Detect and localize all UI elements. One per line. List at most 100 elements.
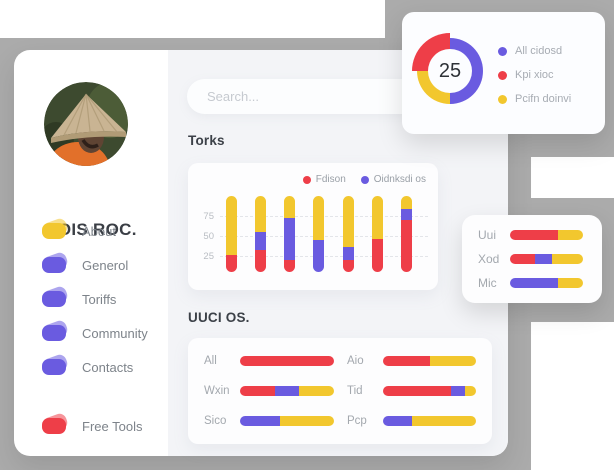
bar-segment-purple xyxy=(313,240,325,272)
sidebar-item-label: About xyxy=(82,223,116,239)
bar-segment-yellow xyxy=(299,386,334,396)
torks-bar xyxy=(284,196,296,272)
mini-row-label: Xod xyxy=(478,252,500,266)
torks-bar xyxy=(342,196,354,272)
uuci-section-title: UUCI OS. xyxy=(188,310,250,325)
sidebar-item-label: Generol xyxy=(82,257,129,273)
legend-dot-icon xyxy=(498,70,507,80)
stacked-bar xyxy=(510,278,583,288)
stacked-bar xyxy=(383,386,476,396)
mini-stats-card: Uui Xod Mic xyxy=(462,215,602,303)
legend-label: Oidnksdi os xyxy=(373,174,426,185)
bar-segment-yellow xyxy=(558,230,583,240)
y-tick-75: 75 xyxy=(203,211,214,222)
uuci-row-label: Pcp xyxy=(347,415,367,427)
bar-segment-yellow xyxy=(429,356,476,366)
mini-stats-rows: Uui Xod Mic xyxy=(462,223,602,295)
stacked-bar xyxy=(383,416,476,426)
stat-row-wxin: Wxin xyxy=(204,376,334,406)
stat-row-mic: Mic xyxy=(462,271,602,295)
bar-segment-yellow xyxy=(411,416,476,426)
torks-bar xyxy=(313,196,325,272)
bar-segment-purple xyxy=(401,208,413,220)
bar-segment-yellow xyxy=(551,254,583,264)
mini-row-label: Mic xyxy=(478,276,497,290)
sidebar-item-about[interactable]: About xyxy=(14,214,168,248)
stat-row-tid: Tid xyxy=(347,376,476,406)
uuci-row-label: All xyxy=(204,355,217,367)
sidebar-item-toriffs[interactable]: Toriffs xyxy=(14,282,168,316)
torks-chart-card: Fdison Oidnksdi os 75 50 25 xyxy=(188,163,438,290)
sidebar-item-community[interactable]: Community xyxy=(14,316,168,350)
mini-row-label: Uui xyxy=(478,228,497,242)
stat-row-xod: Xod xyxy=(462,247,602,271)
bar-segment-red xyxy=(225,255,237,272)
bar-segment-red xyxy=(342,259,354,272)
sidebar-item-contacts[interactable]: Contacts xyxy=(14,350,168,384)
legend-label: Pcifn doinvi xyxy=(515,93,572,105)
uuci-row-label: Tid xyxy=(347,385,363,397)
legend-item: Fdison xyxy=(302,174,346,185)
torks-bar xyxy=(225,196,237,272)
bar-segment-yellow xyxy=(372,196,383,240)
menu-blob-icon xyxy=(41,216,70,241)
donut-legend: All cidosd Kpi xioc Pcifn doinvi xyxy=(498,45,571,105)
legend-dot-icon xyxy=(498,94,507,104)
uuci-left-column: All Wxin Sico xyxy=(204,346,334,436)
bar-segment-red xyxy=(240,386,275,396)
legend-label: Fdison xyxy=(315,174,346,185)
bar-segment-yellow xyxy=(225,196,237,256)
legend-dot-icon xyxy=(360,175,369,184)
bar-segment-yellow xyxy=(342,196,354,247)
legend-item: Oidnksdi os xyxy=(360,174,426,185)
legend-item: Pcifn doinvi xyxy=(498,93,571,105)
legend-label: All cidosd xyxy=(515,45,563,57)
legend-dot-icon xyxy=(498,46,507,56)
stat-row-uui: Uui xyxy=(462,223,602,247)
bar-segment-yellow xyxy=(464,386,476,396)
bar-segment-red xyxy=(240,356,334,366)
torks-bar xyxy=(401,196,413,272)
stacked-bar xyxy=(240,386,334,396)
bar-segment-yellow xyxy=(313,196,325,241)
bar-segment-red xyxy=(254,249,266,272)
menu-blob-icon xyxy=(41,411,70,436)
stacked-bar xyxy=(510,230,583,240)
bar-segment-yellow xyxy=(284,196,296,219)
bar-segment-purple xyxy=(284,218,296,260)
bar-segment-purple xyxy=(534,254,552,264)
uuci-row-label: Aio xyxy=(347,355,364,367)
bar-segment-red xyxy=(510,230,559,240)
sidebar-item-label: Toriffs xyxy=(82,291,117,307)
menu-blob-icon xyxy=(41,318,70,343)
stat-row-pcp: Pcp xyxy=(347,406,476,436)
bar-segment-red xyxy=(284,259,296,272)
stacked-bar xyxy=(510,254,583,264)
bar-segment-yellow xyxy=(401,196,413,209)
sidebar-item-label: Contacts xyxy=(82,359,134,375)
menu-blob-icon xyxy=(41,352,70,377)
torks-bar xyxy=(372,196,383,272)
y-tick-25: 25 xyxy=(203,251,214,262)
bar-segment-red xyxy=(372,239,383,272)
bar-segment-yellow xyxy=(280,416,334,426)
sidebar-item-free-tools[interactable]: Free Tools xyxy=(14,409,168,443)
stacked-bar xyxy=(240,356,334,366)
sidebar-footer-menu: Free Tools xyxy=(14,409,168,443)
sidebar-item-generol[interactable]: Generol xyxy=(14,248,168,282)
bar-segment-purple xyxy=(254,231,266,250)
bar-segment-red xyxy=(401,219,413,272)
stat-row-aio: Aio xyxy=(347,346,476,376)
avatar-photo xyxy=(44,82,128,166)
avatar[interactable] xyxy=(44,82,128,166)
bar-segment-red xyxy=(510,254,535,264)
legend-item: Kpi xioc xyxy=(498,69,571,81)
donut-value: 25 xyxy=(428,49,472,93)
donut-card: 25 All cidosd Kpi xioc Pcifn doinvi xyxy=(402,12,605,134)
menu-blob-icon xyxy=(41,250,70,275)
bar-segment-yellow xyxy=(558,278,583,288)
dashboard-card: DOIS ROC. About Generol Toriffs Community Co… xyxy=(14,50,508,456)
legend-label: Kpi xioc xyxy=(515,69,554,81)
torks-chart-legend: Fdison Oidnksdi os xyxy=(302,174,426,185)
